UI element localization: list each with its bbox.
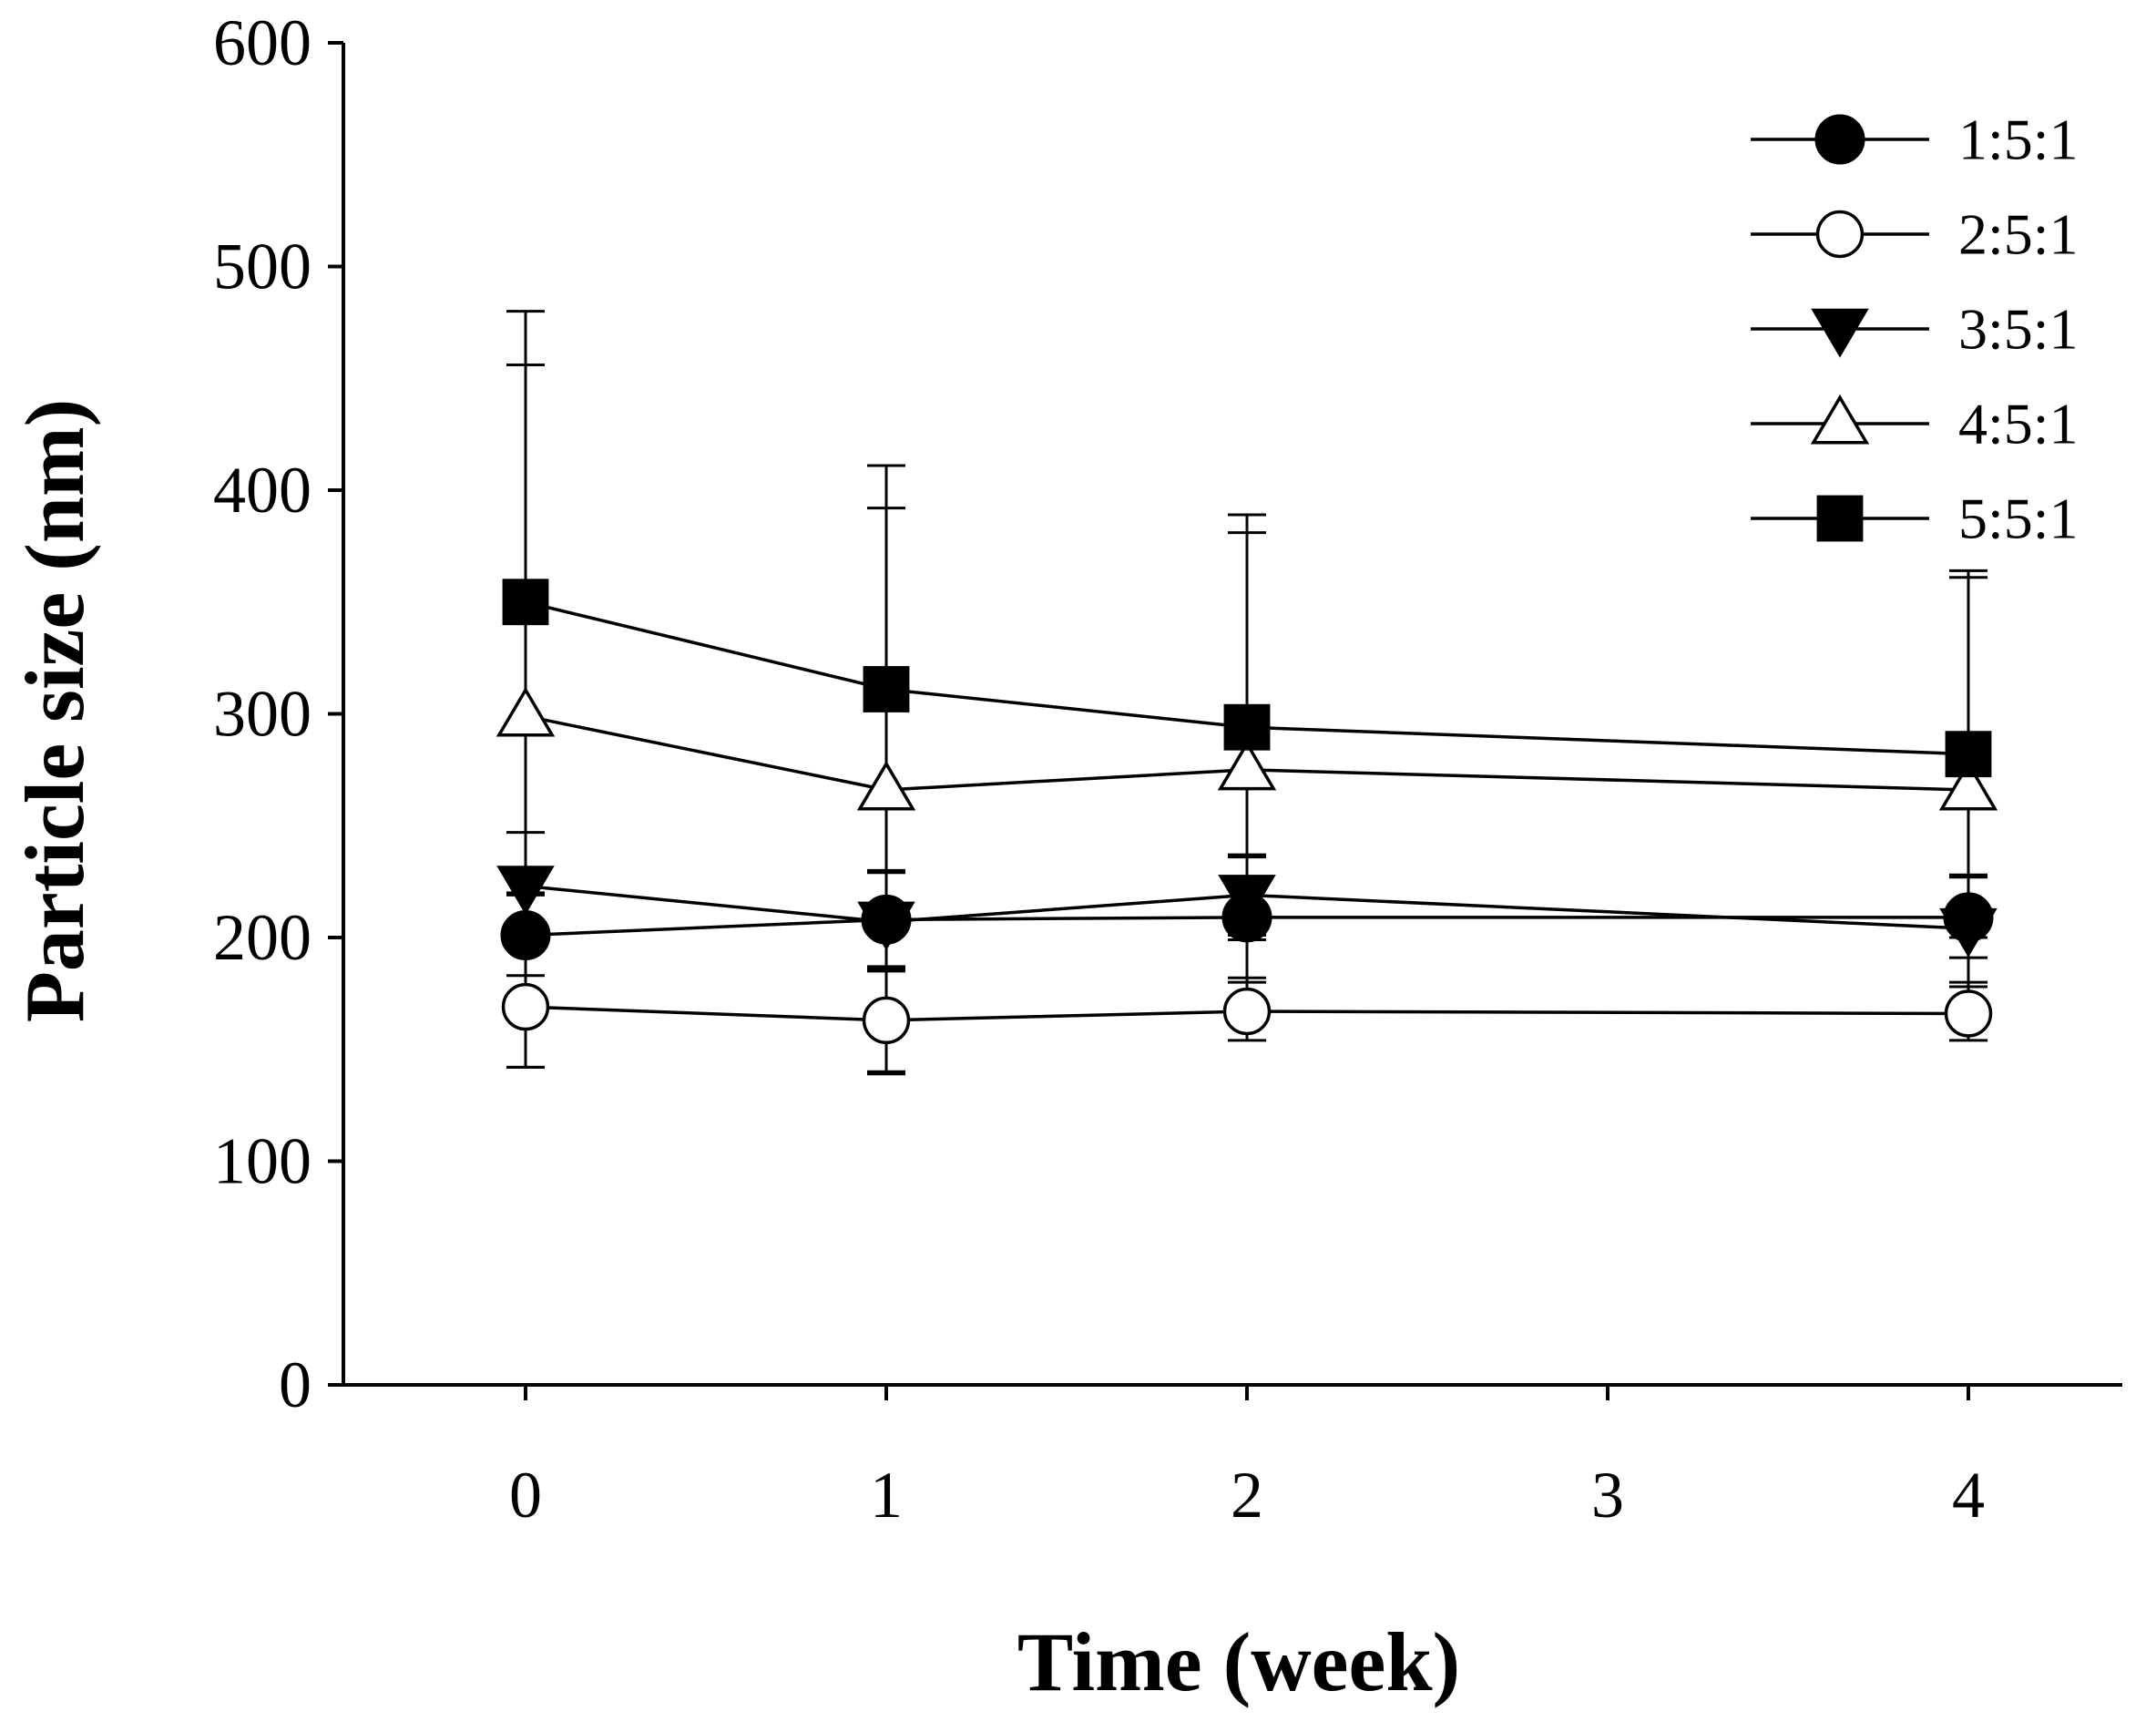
legend-marker bbox=[1816, 495, 1864, 542]
legend-marker bbox=[1811, 308, 1869, 358]
y-tick-label: 200 bbox=[213, 901, 312, 974]
legend: 1:5:1 2:5:1 3:5:1 4:5:1 5:5:1 bbox=[1751, 108, 2079, 551]
x-tick-label: 3 bbox=[1591, 1459, 1624, 1532]
x-tick-label: 0 bbox=[509, 1459, 542, 1532]
data-point-4-5-1 bbox=[496, 686, 556, 737]
y-tick-label: 0 bbox=[279, 1348, 312, 1421]
data-point-2-5-1 bbox=[862, 996, 911, 1045]
y-tick-label: 600 bbox=[213, 6, 312, 79]
x-axis-ticks: 0 1 2 3 4 bbox=[509, 1385, 1985, 1532]
data-point-4-5-1 bbox=[856, 760, 916, 811]
data-point-2-5-1 bbox=[1944, 989, 1993, 1038]
error-bars bbox=[506, 310, 1987, 1076]
data-point-5-5-1 bbox=[502, 579, 549, 626]
legend-entry-4-5-1: 4:5:1 bbox=[1751, 392, 2079, 456]
legend-entry-3-5-1: 3:5:1 bbox=[1751, 297, 2079, 362]
data-point-3-5-1 bbox=[496, 866, 555, 916]
data-point-2-5-1 bbox=[501, 982, 550, 1031]
data-point-4-5-1 bbox=[1217, 740, 1277, 791]
x-axis-title: Time (week) bbox=[1017, 1615, 1460, 1708]
legend-marker bbox=[1814, 114, 1865, 165]
series-line-3-5-1 bbox=[525, 884, 1969, 930]
series-line-2-5-1 bbox=[525, 1005, 1969, 1022]
legend-label: 4:5:1 bbox=[1958, 392, 2079, 456]
series-lines bbox=[525, 600, 1969, 1022]
legend-label: 2:5:1 bbox=[1958, 202, 2079, 267]
y-tick-label: 300 bbox=[213, 678, 312, 751]
data-point-1-5-1 bbox=[500, 910, 551, 961]
legend-entry-1-5-1: 1:5:1 bbox=[1751, 108, 2079, 172]
y-axis-ticks: 0 100 200 300 400 500 600 bbox=[213, 6, 343, 1421]
data-point-5-5-1 bbox=[1945, 731, 1992, 778]
y-tick-label: 100 bbox=[213, 1125, 312, 1198]
legend-entry-2-5-1: 2:5:1 bbox=[1751, 202, 2079, 267]
series-line-5-5-1 bbox=[525, 600, 1969, 756]
y-axis-title: Particle size (nm) bbox=[8, 399, 101, 1023]
series-line-1-5-1 bbox=[525, 916, 1968, 938]
series-line-4-5-1 bbox=[525, 714, 1969, 792]
legend-marker bbox=[1815, 210, 1865, 259]
legend-marker bbox=[1810, 394, 1870, 445]
legend-label: 5:5:1 bbox=[1958, 487, 2079, 551]
data-point-3-5-1 bbox=[1218, 875, 1276, 924]
x-tick-label: 2 bbox=[1231, 1459, 1263, 1532]
legend-entry-5-5-1: 5:5:1 bbox=[1751, 487, 2079, 551]
x-tick-label: 4 bbox=[1952, 1459, 1985, 1532]
x-tick-label: 1 bbox=[870, 1459, 903, 1532]
y-tick-label: 500 bbox=[213, 231, 312, 303]
data-point-5-5-1 bbox=[1223, 703, 1271, 751]
data-point-3-5-1 bbox=[857, 901, 915, 951]
data-point-5-5-1 bbox=[863, 666, 910, 712]
data-point-2-5-1 bbox=[1222, 987, 1272, 1036]
legend-label: 1:5:1 bbox=[1958, 108, 2079, 172]
y-tick-label: 400 bbox=[213, 454, 312, 527]
data-point-4-5-1 bbox=[1938, 760, 1998, 811]
data-point-3-5-1 bbox=[1939, 907, 1998, 958]
series-markers bbox=[496, 579, 1998, 1045]
legend-label: 3:5:1 bbox=[1958, 297, 2079, 362]
